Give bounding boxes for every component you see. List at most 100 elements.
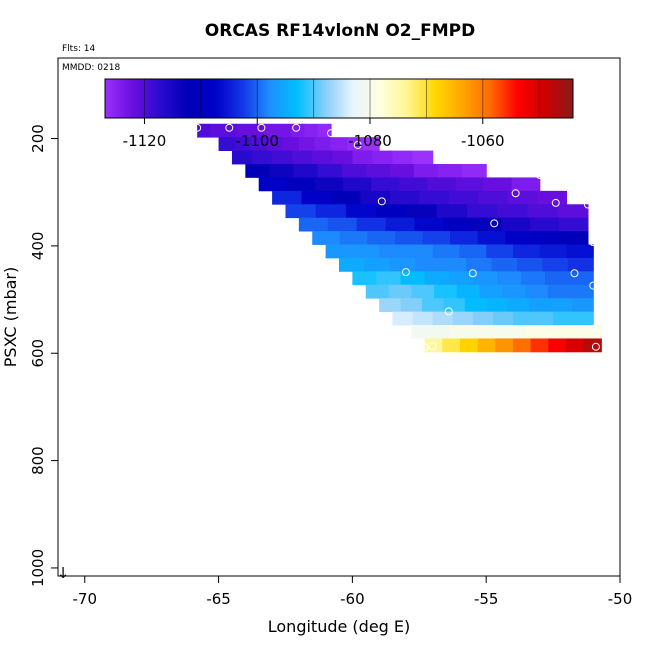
data-marker <box>570 269 579 278</box>
heatmap-cell <box>356 217 387 232</box>
heatmap-cell <box>511 177 541 192</box>
heatmap-cell <box>448 271 474 286</box>
heatmap-cell <box>468 325 488 339</box>
heatmap-cell <box>365 164 391 178</box>
heatmap-cell <box>430 325 450 339</box>
heatmap-cell <box>389 164 415 178</box>
heatmap-cell <box>450 231 479 245</box>
colorbar: -1120 -1100 -1080 -1060 <box>104 78 574 150</box>
heatmap-cell <box>530 338 549 353</box>
heatmap-cell <box>512 338 532 353</box>
heatmap-cell <box>432 311 454 326</box>
heatmap-cell <box>492 311 514 326</box>
heatmap-cell <box>525 325 545 339</box>
heatmap-cell <box>548 338 567 353</box>
colorbar-tick-label: -1100 <box>235 132 279 150</box>
heatmap-cell <box>547 284 572 299</box>
heatmap-cell <box>478 190 509 205</box>
heatmap-cell <box>569 271 594 286</box>
heatmap-cell <box>512 244 541 259</box>
heatmap-cell <box>379 244 407 259</box>
data-marker <box>428 342 437 351</box>
heatmap-cell <box>389 257 416 272</box>
heatmap-cell <box>413 164 439 178</box>
heatmap-cell <box>455 177 485 192</box>
heatmap-cell <box>419 190 450 205</box>
heatmap-cell <box>427 177 457 192</box>
heatmap-cell <box>456 284 481 299</box>
heatmap-cell <box>501 217 531 232</box>
heatmap-cell <box>343 177 372 192</box>
heatmap-cell <box>563 325 583 339</box>
heatmap-cell <box>520 271 546 286</box>
data-marker <box>535 171 544 180</box>
data-marker <box>490 219 499 228</box>
heatmap-cell <box>529 298 552 313</box>
heatmap-cell <box>570 284 594 299</box>
heatmap-cell <box>483 177 513 192</box>
heatmap-cell <box>237 123 252 138</box>
heatmap-cell <box>502 284 526 299</box>
heatmap-cell <box>448 190 479 205</box>
heatmap-cell <box>400 298 423 313</box>
colorbar-tick-label: -1080 <box>348 132 392 150</box>
heatmap-cell <box>245 164 271 178</box>
date-label: MMDD: 0218 <box>62 63 120 73</box>
data-marker <box>583 200 592 209</box>
heatmap-cell <box>258 177 288 192</box>
heatmap-cell <box>507 190 538 205</box>
heatmap-cell <box>422 231 451 245</box>
heatmap-cell <box>553 311 574 326</box>
heatmap-cell <box>218 137 236 151</box>
heatmap-cell <box>507 298 530 313</box>
heatmap-cell <box>424 271 450 286</box>
heatmap-cell <box>293 164 319 178</box>
data-marker <box>511 189 520 198</box>
heatmap-cell <box>234 137 252 151</box>
heatmap-cell <box>506 325 526 339</box>
heatmap-cell <box>312 231 341 245</box>
heatmap-cell <box>436 204 468 219</box>
heatmap-cell <box>330 190 362 205</box>
data-marker <box>589 281 598 290</box>
heatmap-cell <box>315 204 347 219</box>
heatmap-cell <box>286 177 316 192</box>
heatmap-cell <box>360 190 391 205</box>
heatmap-cell <box>399 177 428 192</box>
heatmap-cell <box>466 257 493 272</box>
heatmap-cell <box>314 177 344 192</box>
data-marker <box>589 238 598 247</box>
colorbar-tick-label: -1060 <box>461 132 505 150</box>
heatmap-cell <box>495 338 514 353</box>
heatmap-cell <box>231 150 253 165</box>
y-axis: 200 400 600 800 1000 <box>29 124 58 587</box>
down-arrow-icon: ↓ <box>57 564 70 582</box>
heatmap-cell <box>545 271 570 286</box>
heatmap-cell <box>525 284 549 299</box>
data-marker <box>257 123 266 132</box>
heatmap-cell <box>400 271 426 286</box>
heatmap-cell <box>301 190 332 205</box>
heatmap-cell <box>565 338 585 353</box>
x-tick-label: -70 <box>73 590 98 608</box>
heatmap-cell <box>449 325 469 339</box>
y-tick-label: 600 <box>29 339 47 368</box>
heatmap-cell <box>412 150 434 165</box>
x-axis-label: Longitude (deg E) <box>268 617 411 636</box>
heatmap-cell <box>210 123 225 138</box>
heatmap-cell <box>367 231 396 245</box>
heatmap-cell <box>314 137 332 151</box>
heatmap-cell <box>379 298 402 313</box>
x-axis: -70 -65 -60 -55 -50 <box>73 575 632 608</box>
heatmap-cell <box>365 284 390 299</box>
heatmap-cell <box>394 231 424 245</box>
data-marker <box>420 343 429 352</box>
heatmap-cell <box>557 204 589 219</box>
heatmap-cell <box>282 137 300 151</box>
colorbar-gradient <box>104 78 574 119</box>
heatmap-cell <box>512 311 534 326</box>
heatmap-cell <box>252 150 273 165</box>
heatmap-cell <box>376 271 402 286</box>
heatmap-cell <box>440 257 467 272</box>
